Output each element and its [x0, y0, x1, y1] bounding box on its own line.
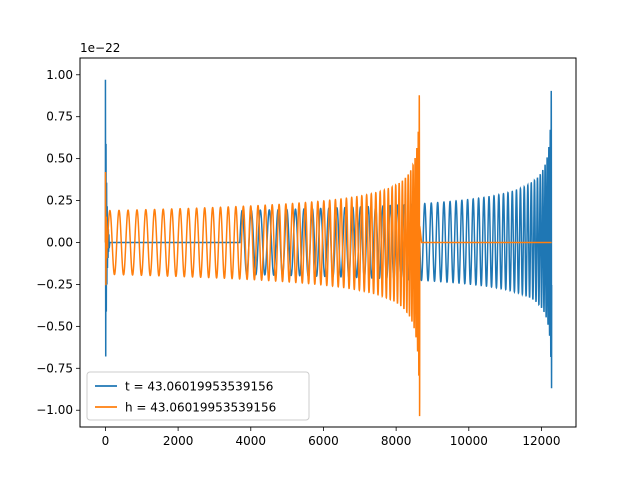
y-tick-label: −0.50: [36, 319, 73, 333]
legend-box: [86, 371, 310, 421]
y-tick-label: −0.25: [36, 277, 73, 291]
y-tick-label: 1.00: [46, 68, 73, 82]
x-tick-label: 12000: [522, 434, 560, 448]
y-tick-label: 0.75: [46, 110, 73, 124]
x-tick-label: 2000: [163, 434, 194, 448]
series-line-h: [104, 95, 552, 417]
y-tick-label: −1.00: [36, 403, 73, 417]
legend-label: h = 43.06019953539156: [125, 401, 276, 415]
y-tick-label: 0.25: [46, 194, 73, 208]
x-tick-label: 4000: [236, 434, 267, 448]
y-tick-label: −0.75: [36, 361, 73, 375]
y-offset-label: 1e−22: [80, 41, 120, 55]
y-tick-label: 0.00: [46, 236, 73, 250]
x-tick-label: 8000: [381, 434, 412, 448]
x-tick-label: 6000: [308, 434, 339, 448]
x-tick-label: 0: [102, 434, 110, 448]
plot-area: [104, 79, 553, 417]
y-tick-label: 0.50: [46, 152, 73, 166]
x-tick-label: 10000: [450, 434, 488, 448]
legend-label: t = 43.06019953539156: [125, 380, 273, 394]
